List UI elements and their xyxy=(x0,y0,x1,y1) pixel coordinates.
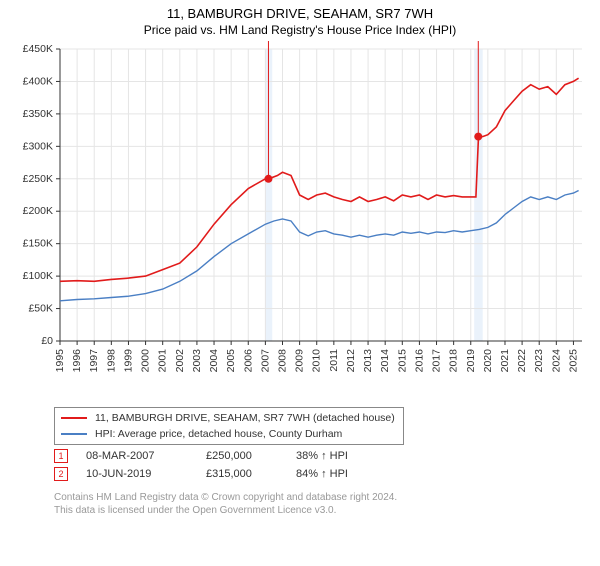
price-chart: £0 £50K £100K £150K £200K £250K £300K £350K £400… xyxy=(10,41,590,401)
legend-label: 11, BAMBURGH DRIVE, SEAHAM, SR7 7WH (det… xyxy=(95,410,395,426)
page-title: 11, BAMBURGH DRIVE, SEAHAM, SR7 7WH xyxy=(0,6,600,21)
footer-attribution: Contains HM Land Registry data © Crown c… xyxy=(54,491,600,517)
sale-row: 1 08-MAR-2007£250,00038% ↑ HPI xyxy=(54,449,600,463)
legend: 11, BAMBURGH DRIVE, SEAHAM, SR7 7WH (det… xyxy=(54,407,404,445)
chart-svg: £0 £50K £100K £150K £200K £250K £300K £350K £400… xyxy=(10,41,590,401)
sale-row: 2 10-JUN-2019£315,00084% ↑ HPI xyxy=(54,467,600,481)
svg-text:2016: 2016 xyxy=(413,349,425,373)
footer-line-1: Contains HM Land Registry data © Crown c… xyxy=(54,491,600,504)
svg-text:2024: 2024 xyxy=(550,349,562,373)
svg-text:£100K: £100K xyxy=(23,270,53,282)
sales-table: 1 08-MAR-2007£250,00038% ↑ HPI 2 10-JUN-201… xyxy=(0,449,600,481)
svg-text:2014: 2014 xyxy=(379,349,391,373)
legend-row: HPI: Average price, detached house, Coun… xyxy=(61,426,397,442)
legend-swatch xyxy=(61,417,87,419)
svg-text:2012: 2012 xyxy=(345,349,357,373)
svg-text:2021: 2021 xyxy=(499,349,511,373)
page-subtitle: Price paid vs. HM Land Registry's House … xyxy=(0,23,600,37)
svg-text:2002: 2002 xyxy=(174,349,186,373)
sale-pct: 84% ↑ HPI xyxy=(296,468,386,480)
sale-price: £250,000 xyxy=(206,450,296,462)
svg-text:2017: 2017 xyxy=(431,349,443,373)
sale-date: 10-JUN-2019 xyxy=(86,468,206,480)
sale-date: 08-MAR-2007 xyxy=(86,450,206,462)
sale-marker-icon: 1 xyxy=(54,449,68,463)
svg-text:2022: 2022 xyxy=(516,349,528,373)
svg-text:2004: 2004 xyxy=(208,349,220,373)
series-property xyxy=(60,78,579,281)
svg-text:£400K: £400K xyxy=(23,75,53,87)
svg-text:2020: 2020 xyxy=(482,349,494,373)
sale-price: £315,000 xyxy=(206,468,296,480)
svg-text:2007: 2007 xyxy=(259,349,271,373)
svg-text:1997: 1997 xyxy=(88,349,100,373)
svg-text:£150K: £150K xyxy=(23,238,53,250)
svg-text:£450K: £450K xyxy=(23,43,53,55)
footer-line-2: This data is licensed under the Open Gov… xyxy=(54,504,600,517)
svg-text:1999: 1999 xyxy=(122,349,134,373)
svg-text:2019: 2019 xyxy=(465,349,477,373)
legend-swatch xyxy=(61,433,87,435)
svg-text:1996: 1996 xyxy=(71,349,83,373)
sale-pct: 38% ↑ HPI xyxy=(296,450,386,462)
svg-text:2008: 2008 xyxy=(276,349,288,373)
svg-text:£50K: £50K xyxy=(28,303,53,315)
svg-text:2013: 2013 xyxy=(362,349,374,373)
svg-text:£300K: £300K xyxy=(23,140,53,152)
svg-text:2001: 2001 xyxy=(157,349,169,373)
sale-marker-icon: 2 xyxy=(54,467,68,481)
svg-text:£0: £0 xyxy=(41,335,53,347)
svg-text:£250K: £250K xyxy=(23,173,53,185)
svg-text:2009: 2009 xyxy=(294,349,306,373)
svg-text:£200K: £200K xyxy=(23,205,53,217)
series-hpi xyxy=(60,191,579,301)
svg-text:1998: 1998 xyxy=(105,349,117,373)
svg-text:2006: 2006 xyxy=(242,349,254,373)
svg-text:2003: 2003 xyxy=(191,349,203,373)
svg-text:2005: 2005 xyxy=(225,349,237,373)
svg-text:1995: 1995 xyxy=(54,349,66,373)
legend-row: 11, BAMBURGH DRIVE, SEAHAM, SR7 7WH (det… xyxy=(61,410,397,426)
legend-label: HPI: Average price, detached house, Coun… xyxy=(95,426,342,442)
svg-text:2025: 2025 xyxy=(567,349,579,373)
svg-text:2011: 2011 xyxy=(328,349,340,372)
svg-text:2023: 2023 xyxy=(533,349,545,373)
svg-text:2010: 2010 xyxy=(311,349,323,373)
svg-text:2015: 2015 xyxy=(396,349,408,373)
svg-text:£350K: £350K xyxy=(23,108,53,120)
svg-text:2018: 2018 xyxy=(448,349,460,373)
svg-text:2000: 2000 xyxy=(140,349,152,373)
